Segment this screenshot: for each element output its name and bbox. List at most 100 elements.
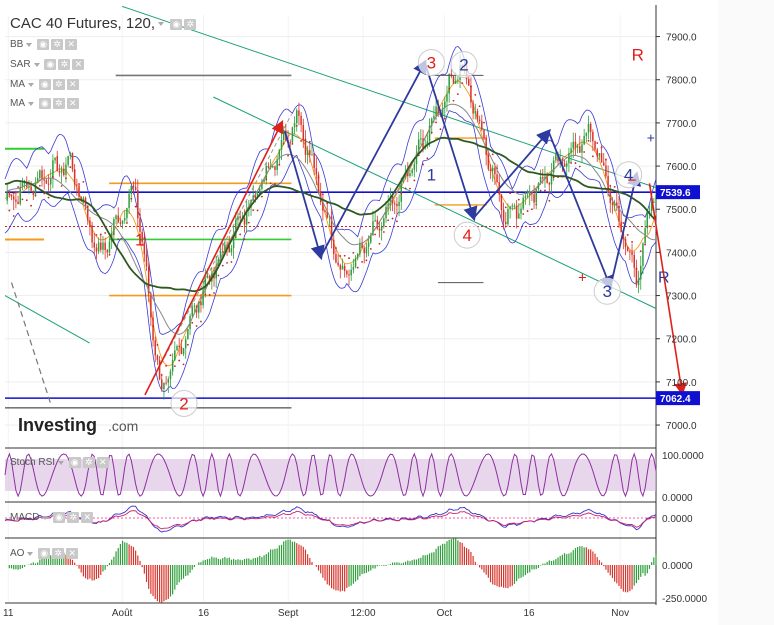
candle-body xyxy=(618,206,620,222)
sar-dot xyxy=(391,217,394,220)
sar-dot xyxy=(374,233,377,236)
candle-body xyxy=(642,243,644,266)
candle-body xyxy=(47,183,50,185)
pane-title-stoch-rsi[interactable]: Stoch RSI ◉ ✲ ✕ xyxy=(10,457,109,468)
eye-icon[interactable]: ◉ xyxy=(37,39,50,50)
sar-dot xyxy=(252,209,255,211)
eye-icon[interactable]: ◉ xyxy=(38,548,51,559)
chevron-down-icon[interactable] xyxy=(28,82,34,87)
chevron-down-icon[interactable] xyxy=(27,551,34,556)
candle-body xyxy=(509,206,511,210)
candle-body xyxy=(187,328,189,340)
candle-body xyxy=(73,169,76,185)
candle-body xyxy=(167,379,170,383)
indicator-ma-2[interactable]: MA ◉ ✲ ✕ xyxy=(10,98,79,109)
candle-body xyxy=(208,275,211,282)
candle-body xyxy=(600,153,603,163)
gear-icon[interactable]: ✲ xyxy=(67,512,80,523)
chevron-down-icon[interactable] xyxy=(42,515,49,520)
y-tick-label: 7100.0 xyxy=(666,378,697,389)
chart-mark: R xyxy=(632,45,644,64)
candle-body xyxy=(34,182,37,195)
sar-dot xyxy=(587,139,590,142)
eye-icon[interactable]: ◉ xyxy=(38,79,51,90)
close-icon[interactable]: ✕ xyxy=(72,59,85,70)
pane-title-ao[interactable]: AO ◉ ✲ ✕ xyxy=(10,548,79,559)
sar-dot xyxy=(552,176,555,179)
eye-icon[interactable]: ◉ xyxy=(53,512,66,523)
investing-logo: Investing .com xyxy=(18,415,138,435)
candle-body xyxy=(487,154,490,170)
candle-body xyxy=(533,194,535,203)
sar-dot xyxy=(456,93,459,96)
wave-label: 1 xyxy=(427,166,436,185)
indicator-bb[interactable]: BB ◉ ✲ ✕ xyxy=(10,39,78,50)
chart-title-bar[interactable]: CAC 40 Futures, 120, ◉ ✲ xyxy=(10,15,197,32)
indicator-sar[interactable]: SAR ◉ ✲ ✕ xyxy=(10,59,85,70)
gear-icon[interactable]: ✲ xyxy=(82,457,95,468)
candle-body xyxy=(134,186,137,190)
chevron-down-icon[interactable] xyxy=(58,460,65,465)
gear-icon[interactable]: ✲ xyxy=(52,548,65,559)
y-tick-label: 0.0000 xyxy=(662,561,693,572)
candle-body xyxy=(304,139,307,155)
chevron-down-icon[interactable] xyxy=(26,42,33,47)
gear-icon[interactable]: ✲ xyxy=(52,79,65,90)
gear-icon[interactable]: ✲ xyxy=(184,18,197,30)
chevron-down-icon[interactable] xyxy=(28,101,34,106)
candle-body xyxy=(108,241,111,253)
candle-body xyxy=(478,119,481,122)
trend-arrow-blue xyxy=(319,59,427,258)
candle-body xyxy=(145,254,148,267)
candle-body xyxy=(361,242,363,249)
sar-dot xyxy=(570,162,572,164)
eye-icon[interactable]: ◉ xyxy=(68,457,81,468)
chevron-down-icon[interactable] xyxy=(33,62,40,67)
x-tick-label: 16 xyxy=(523,608,535,619)
indicator-ma-1[interactable]: MA ◉ ✲ ✕ xyxy=(10,79,79,90)
y-tick-label: 7000.0 xyxy=(666,421,697,432)
candle-body xyxy=(502,209,505,222)
eye-icon[interactable]: ◉ xyxy=(170,18,183,30)
candle-body xyxy=(17,201,19,204)
sar-dot xyxy=(73,169,76,172)
sar-dot xyxy=(186,343,189,346)
candle-body xyxy=(396,203,398,207)
sar-dot xyxy=(287,154,289,157)
close-icon[interactable]: ✕ xyxy=(81,512,94,523)
ma-slow-line xyxy=(4,136,657,293)
sar-dot xyxy=(609,184,612,187)
candle-body xyxy=(576,146,579,148)
candle-body xyxy=(555,154,557,161)
candle-body xyxy=(544,176,546,179)
candle-body xyxy=(356,254,359,259)
pane-title-macd[interactable]: MACD ◉ ✲ ✕ xyxy=(10,512,94,523)
sar-dot xyxy=(34,194,37,197)
sar-dot xyxy=(278,163,281,166)
close-icon[interactable]: ✕ xyxy=(66,79,79,90)
eye-icon[interactable]: ◉ xyxy=(38,98,51,109)
sar-dot xyxy=(99,233,102,236)
close-icon[interactable]: ✕ xyxy=(96,457,109,468)
wave-label: 3 xyxy=(427,53,436,72)
candle-body xyxy=(452,76,455,84)
gear-icon[interactable]: ✲ xyxy=(58,59,71,70)
candle-body xyxy=(633,254,635,268)
sar-dot xyxy=(47,196,50,199)
close-icon[interactable]: ✕ xyxy=(66,548,79,559)
chevron-down-icon[interactable] xyxy=(158,22,165,27)
sar-dot xyxy=(361,260,363,263)
candle-body xyxy=(91,226,93,243)
candle-body xyxy=(350,269,352,276)
close-icon[interactable]: ✕ xyxy=(66,98,79,109)
y-tick-label: 7500.0 xyxy=(666,205,697,216)
candle-body xyxy=(444,101,446,108)
eye-icon[interactable]: ◉ xyxy=(44,59,57,70)
ma-fast-line xyxy=(4,103,656,335)
close-icon[interactable]: ✕ xyxy=(65,39,78,50)
sar-dot xyxy=(60,185,63,187)
candle-body xyxy=(635,267,638,285)
gear-icon[interactable]: ✲ xyxy=(52,98,65,109)
gear-icon[interactable]: ✲ xyxy=(51,39,64,50)
